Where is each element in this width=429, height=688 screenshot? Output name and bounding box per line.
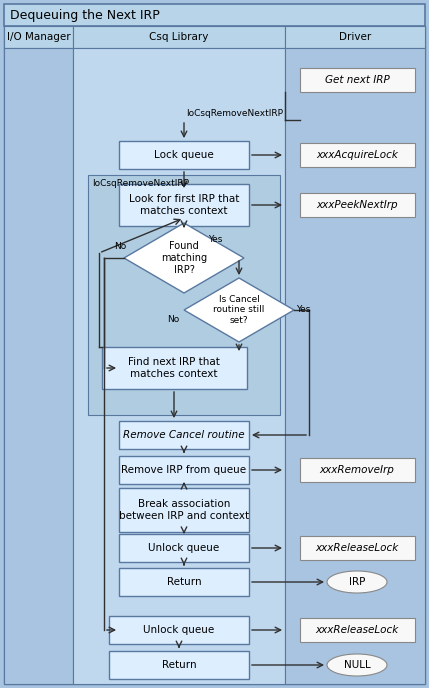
Bar [299,143,414,167]
Text: xxxPeekNextIrp: xxxPeekNextIrp [316,200,398,210]
Text: Yes: Yes [296,305,310,314]
Text: xxxRemoveIrp: xxxRemoveIrp [320,465,394,475]
Bar [299,193,414,217]
Text: Csq Library: Csq Library [149,32,208,42]
Bar [119,421,249,449]
Text: Remove Cancel routine: Remove Cancel routine [123,430,245,440]
Polygon shape [184,278,294,342]
Bar [119,534,249,562]
Text: No: No [167,315,179,324]
Text: NULL: NULL [344,660,370,670]
Bar [285,48,425,684]
Bar [73,48,285,684]
Text: xxxAcquireLock: xxxAcquireLock [316,150,398,160]
Text: Lock queue: Lock queue [154,150,214,160]
Ellipse shape [327,571,387,593]
Text: Dequeuing the Next IRP: Dequeuing the Next IRP [10,9,160,22]
Text: Found
matching
IRP?: Found matching IRP? [161,241,207,275]
Text: Return: Return [162,660,196,670]
Text: Unlock queue: Unlock queue [143,625,214,635]
Text: Break association
between IRP and context: Break association between IRP and contex… [119,499,249,521]
Bar [119,184,249,226]
Bar [285,26,425,48]
Text: Look for first IRP that
matches context: Look for first IRP that matches context [129,194,239,216]
Bar [88,175,280,415]
Text: Return: Return [167,577,201,587]
Bar [119,568,249,596]
Bar [4,26,73,48]
Bar [119,141,249,169]
Text: Driver: Driver [339,32,371,42]
Text: IoCsqRemoveNextIRP: IoCsqRemoveNextIRP [186,109,283,118]
Polygon shape [124,223,244,293]
Text: xxxReleaseLock: xxxReleaseLock [315,625,399,635]
Bar [109,651,249,679]
Text: Get next IRP: Get next IRP [325,75,390,85]
Text: Unlock queue: Unlock queue [148,543,220,553]
Text: Is Cancel
routine still
set?: Is Cancel routine still set? [213,295,265,325]
Bar [299,618,414,642]
Text: Yes: Yes [208,235,222,244]
Bar [299,68,414,92]
Text: Find next IRP that
matches context: Find next IRP that matches context [128,357,220,379]
Bar [4,4,425,26]
Bar [119,488,249,532]
Bar [73,26,285,48]
Bar [299,458,414,482]
Bar [4,48,73,684]
Bar [119,456,249,484]
Text: IoCsqRemoveNextIRP: IoCsqRemoveNextIRP [92,179,189,188]
Text: No: No [114,242,126,251]
Bar [109,616,249,644]
Text: I/O Manager: I/O Manager [7,32,70,42]
Ellipse shape [327,654,387,676]
Text: xxxReleaseLock: xxxReleaseLock [315,543,399,553]
Text: Remove IRP from queue: Remove IRP from queue [121,465,247,475]
Bar [299,536,414,560]
Bar [102,347,247,389]
Text: IRP: IRP [349,577,365,587]
